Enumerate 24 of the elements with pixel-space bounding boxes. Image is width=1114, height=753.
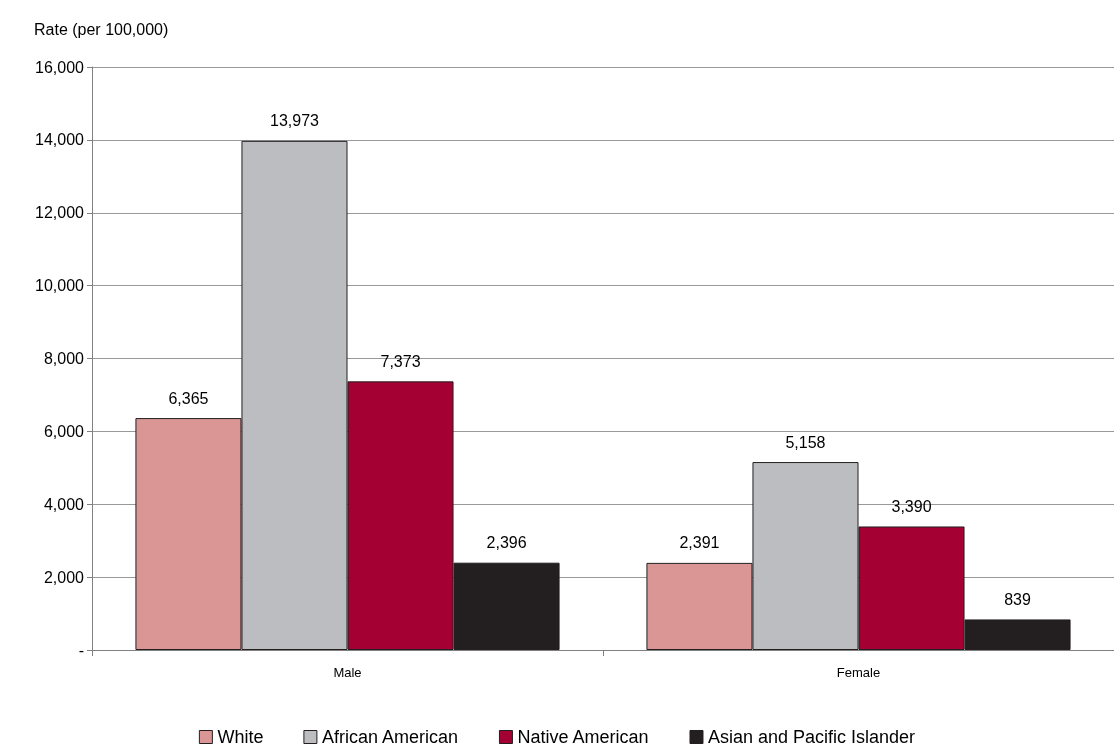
y-tick-label: 4,000 <box>43 495 85 513</box>
data-label: 7,373 <box>380 352 421 370</box>
y-tick-label: 2,000 <box>43 568 85 586</box>
y-tick-label: 12,000 <box>35 204 85 222</box>
legend-label: African American <box>321 727 458 747</box>
data-label: 2,396 <box>486 534 527 552</box>
data-label: 3,390 <box>891 497 932 515</box>
y-tick-label: 14,000 <box>35 131 85 149</box>
legend-label: Asian and Pacific Islander <box>708 727 916 747</box>
x-tick-label: Female <box>836 665 881 680</box>
data-label: 13,973 <box>270 112 320 130</box>
y-tick-label: 8,000 <box>43 350 85 367</box>
legend-label: White <box>217 727 264 747</box>
data-label: 2,391 <box>679 534 720 552</box>
y-tick-label: 10,000 <box>35 277 85 295</box>
data-label: 839 <box>1004 590 1031 608</box>
y-axis-title: Rate (per 100,000) <box>34 20 169 38</box>
y-tick-label: 16,000 <box>35 58 85 76</box>
data-label: 6,365 <box>168 389 209 407</box>
legend-label: Native American <box>517 727 649 747</box>
y-tick-label: - <box>78 641 84 659</box>
data-label: 5,158 <box>785 433 826 451</box>
y-tick-label: 6,000 <box>43 422 85 440</box>
x-tick-label: Male <box>333 665 362 680</box>
